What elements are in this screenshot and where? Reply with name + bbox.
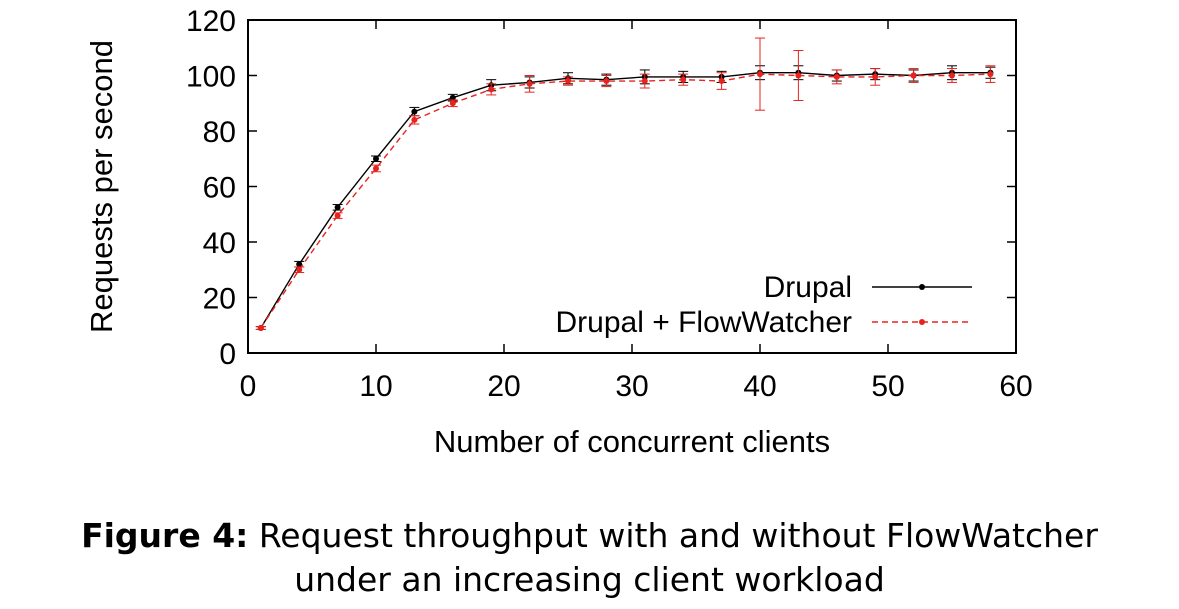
- data-point: [373, 165, 379, 172]
- y-axis-title: Requests per second: [84, 40, 119, 333]
- x-tick-label: 0: [240, 370, 257, 403]
- series-line: [260, 72, 991, 329]
- data-point: [334, 204, 341, 211]
- plot-frame: [247, 19, 1017, 354]
- y-tick-label: 40: [203, 227, 236, 260]
- data-point: [795, 72, 802, 79]
- data-point: [257, 325, 264, 332]
- legend-swatch-point: [919, 319, 925, 325]
- y-tick-label: 120: [186, 5, 236, 38]
- y-tick-label: 0: [219, 338, 236, 371]
- data-point: [949, 72, 955, 79]
- data-point: [680, 76, 687, 83]
- x-tick-label: 50: [871, 370, 904, 403]
- data-point: [641, 78, 648, 85]
- data-point: [488, 86, 495, 93]
- data-point: [449, 94, 456, 101]
- y-tick-label: 80: [203, 116, 236, 149]
- axis-ticks: 0 10 20 30 40 50 60 0 20 40 60 80 100 120: [186, 5, 1033, 403]
- legend-label: Drupal: [764, 271, 852, 304]
- legend-label: Drupal + FlowWatcher: [556, 306, 852, 339]
- data-point: [373, 155, 379, 162]
- data-point: [526, 80, 533, 87]
- data-point: [910, 72, 917, 79]
- x-tick-label: 10: [359, 370, 392, 403]
- throughput-chart: 0 10 20 30 40 50 60 0 20 40 60 80 100 120 Number of c…: [84, 5, 1033, 459]
- data-point: [296, 266, 303, 273]
- series-line: [260, 73, 991, 329]
- caption-line-1: Request throughput with and without Flow…: [258, 516, 1098, 555]
- y-tick-label: 60: [203, 172, 236, 205]
- data-point: [603, 78, 610, 85]
- series-drupal-flowwatcher: [255, 37, 996, 332]
- data-point: [411, 108, 418, 115]
- figure-caption: Figure 4: Request throughput with and wi…: [0, 514, 1179, 558]
- x-axis-title: Number of concurrent clients: [434, 424, 830, 459]
- y-tick-label: 100: [186, 61, 236, 94]
- data-point: [833, 73, 840, 80]
- data-point: [411, 116, 418, 123]
- caption-line-2: under an increasing client workload: [294, 560, 885, 599]
- legend-swatch-point: [919, 284, 925, 290]
- data-point: [334, 212, 341, 219]
- data-point: [872, 73, 879, 80]
- data-point: [757, 71, 763, 78]
- data-point: [565, 78, 571, 85]
- data-point: [987, 71, 994, 78]
- series-drupal: [255, 65, 996, 332]
- data-point: [296, 261, 303, 268]
- figure-label: Figure 4:: [81, 516, 249, 555]
- data-point: [449, 100, 456, 107]
- x-tick-label: 20: [487, 370, 520, 403]
- series-layer: [255, 37, 996, 332]
- x-tick-label: 60: [999, 370, 1032, 403]
- x-tick-label: 30: [615, 370, 648, 403]
- y-tick-label: 20: [203, 283, 236, 316]
- data-point: [718, 78, 725, 85]
- x-tick-label: 40: [743, 370, 776, 403]
